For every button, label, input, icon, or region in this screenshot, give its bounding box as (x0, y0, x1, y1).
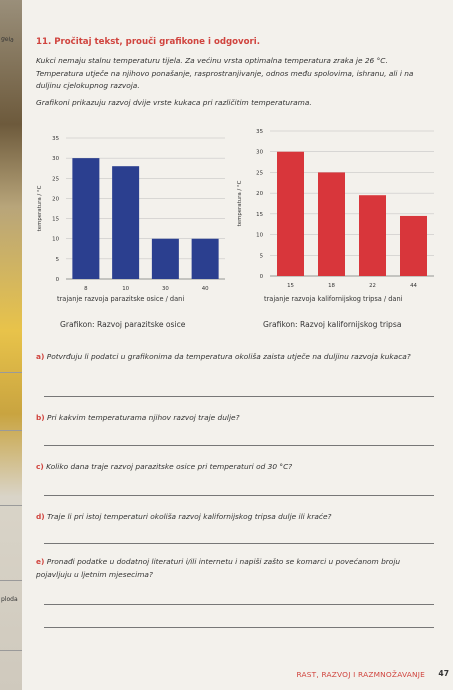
chart1-x-tick: 10 (122, 286, 129, 292)
page-number: 47 (438, 669, 449, 678)
previous-page-edge: gela ploda (0, 0, 22, 690)
question-e-label: e) (36, 557, 45, 566)
chart2-x-tick: 44 (410, 283, 417, 289)
chart1-y-tick: 25 (52, 176, 59, 182)
chart1-bar (72, 158, 100, 279)
chart2-y-tick: 10 (256, 233, 263, 239)
margin-rule (0, 580, 22, 581)
question-b: b) Pri kakvim temperaturama njihov razvo… (36, 412, 436, 425)
question-a: a) Potvrđuju li podatci u grafikonima da… (36, 351, 436, 364)
answer-line-e1[interactable] (44, 604, 434, 605)
chart2-y-title: temperatura / °C (237, 180, 243, 226)
chart1-x-tick: 8 (84, 286, 88, 292)
answer-line-b[interactable] (44, 445, 434, 446)
chart2-y-tick: 5 (260, 253, 263, 259)
question-d: d) Traje li pri istoj temperaturi okoliš… (36, 511, 436, 524)
chart2-bar (277, 151, 304, 276)
task-title: 11. Pročitaj tekst, prouči grafikone i o… (36, 37, 261, 47)
answer-line-a[interactable] (44, 396, 434, 397)
chart2-bar (359, 195, 386, 276)
question-e-text: Pronađi podatke u dodatnoj literaturi i/… (36, 557, 401, 579)
chart1-y-tick: 20 (52, 196, 59, 202)
chart2-x-tick: 15 (287, 283, 294, 289)
question-b-text: Pri kakvim temperaturama njihov razvoj t… (47, 413, 240, 422)
chart2-caption: Grafikon: Razvoj kalifornijskog tripsa (263, 320, 402, 329)
chart1-bar (112, 166, 140, 279)
chart2-y-tick: 15 (256, 212, 263, 218)
margin-rule (0, 430, 22, 431)
chart2-y-tick: 0 (260, 274, 264, 280)
question-c: c) Koliko dana traje razvoj parazitske o… (36, 461, 436, 474)
chart2-y-tick: 30 (256, 150, 263, 156)
chart1-y-tick: 10 (52, 237, 59, 243)
chart2-y-tick: 20 (256, 191, 263, 197)
answer-line-c[interactable] (44, 495, 434, 496)
question-d-text: Traje li pri istoj temperaturi okoliša r… (47, 512, 332, 521)
chart1-caption: Grafikon: Razvoj parazitske osice (60, 320, 186, 329)
margin-rule (0, 505, 22, 506)
chart2-y-tick: 35 (256, 129, 263, 135)
chart2-bar (400, 215, 427, 276)
chart2-y-tick: 25 (256, 170, 263, 176)
chart1-x-title: trajanje razvoja parazitske osice / dani (57, 295, 185, 303)
question-b-label: b) (36, 413, 45, 422)
section-footer: RAST, RAZVOJ I RAZMNOŽAVANJE (296, 670, 425, 679)
answer-line-d[interactable] (44, 543, 434, 544)
question-e: e) Pronađi podatke u dodatnoj literaturi… (36, 556, 436, 581)
task-intro: Kukci nemaju stalnu temperaturu tijela. … (36, 56, 414, 90)
answer-line-e2[interactable] (44, 627, 434, 628)
chart1-x-tick: 30 (162, 286, 169, 292)
page-paper (22, 0, 453, 690)
question-a-label: a) (36, 352, 45, 361)
question-c-text: Koliko dana traje razvoj parazitske osic… (46, 462, 293, 471)
question-c-label: c) (36, 462, 44, 471)
chart1-y-tick: 35 (52, 136, 59, 142)
chart2-x-tick: 18 (328, 283, 335, 289)
graph-intro: Grafikoni prikazuju razvoj dvije vrste k… (36, 98, 312, 107)
chart1-y-tick: 0 (56, 277, 60, 283)
chart1-y-tick: 30 (52, 156, 59, 162)
chart1-bar (191, 238, 219, 279)
chart1-y-title: temperatura / °C (37, 185, 43, 231)
chart2-x-tick: 22 (369, 283, 376, 289)
question-d-label: d) (36, 512, 45, 521)
margin-rule (0, 650, 22, 651)
margin-rule (0, 372, 22, 373)
chart2-x-title: trajanje razvoja kalifornijskog tripsa /… (264, 295, 403, 303)
chart2-bar (318, 172, 345, 276)
question-a-text: Potvrđuju li podatci u grafikonima da te… (46, 352, 411, 361)
margin-tag-bottom: ploda (1, 596, 18, 603)
chart1-y-tick: 15 (52, 217, 59, 223)
chart1-x-tick: 40 (202, 286, 209, 292)
chart1-y-tick: 5 (56, 257, 59, 263)
chart1-bar (151, 238, 179, 279)
